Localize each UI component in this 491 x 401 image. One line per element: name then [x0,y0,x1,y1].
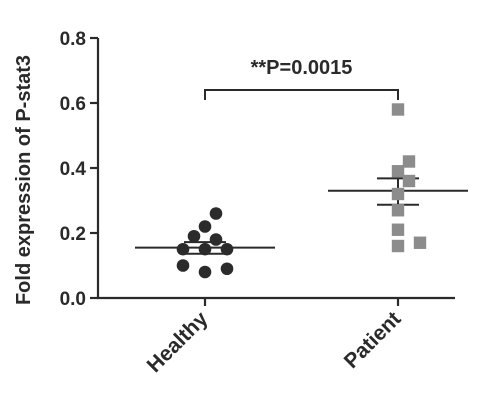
significance-label: **P=0.0015 [251,57,353,79]
y-tick-label: 0.4 [60,159,87,180]
patient-data-point [391,223,405,236]
healthy-data-point [187,229,201,243]
healthy-data-point [198,220,212,233]
data-points [176,103,427,279]
x-category-label: Patient [340,307,406,373]
patient-data-point [391,239,405,253]
patient-data-point [391,103,405,116]
y-tick-label: 0.2 [60,224,86,245]
patient-data-point [391,165,405,178]
x-category-label: Healthy [143,307,213,377]
healthy-data-point [198,242,212,256]
y-tick-label: 0.6 [60,94,86,115]
x-ticks: Healthy Patient [143,298,406,377]
healthy-data-point [220,262,234,276]
healthy-data-point [176,259,190,272]
y-ticks: 0.0 0.2 0.4 0.6 0.8 [60,29,98,310]
healthy-data-point [220,242,234,256]
patient-data-point [402,174,416,188]
significance-annotation: **P=0.0015 [204,57,399,100]
y-tick-label: 0.8 [60,29,86,50]
y-tick-label: 0.0 [60,289,86,310]
healthy-data-point [209,207,223,220]
y-axis-label: Fold expression of P-stat3 [13,55,35,305]
patient-data-point [391,204,405,217]
patient-data-point [402,155,416,168]
healthy-data-point [209,233,223,246]
patient-data-point [413,236,427,249]
significance-bracket [204,89,399,100]
patient-data-point [391,187,405,201]
healthy-data-point [198,265,212,279]
healthy-data-point [176,242,190,256]
